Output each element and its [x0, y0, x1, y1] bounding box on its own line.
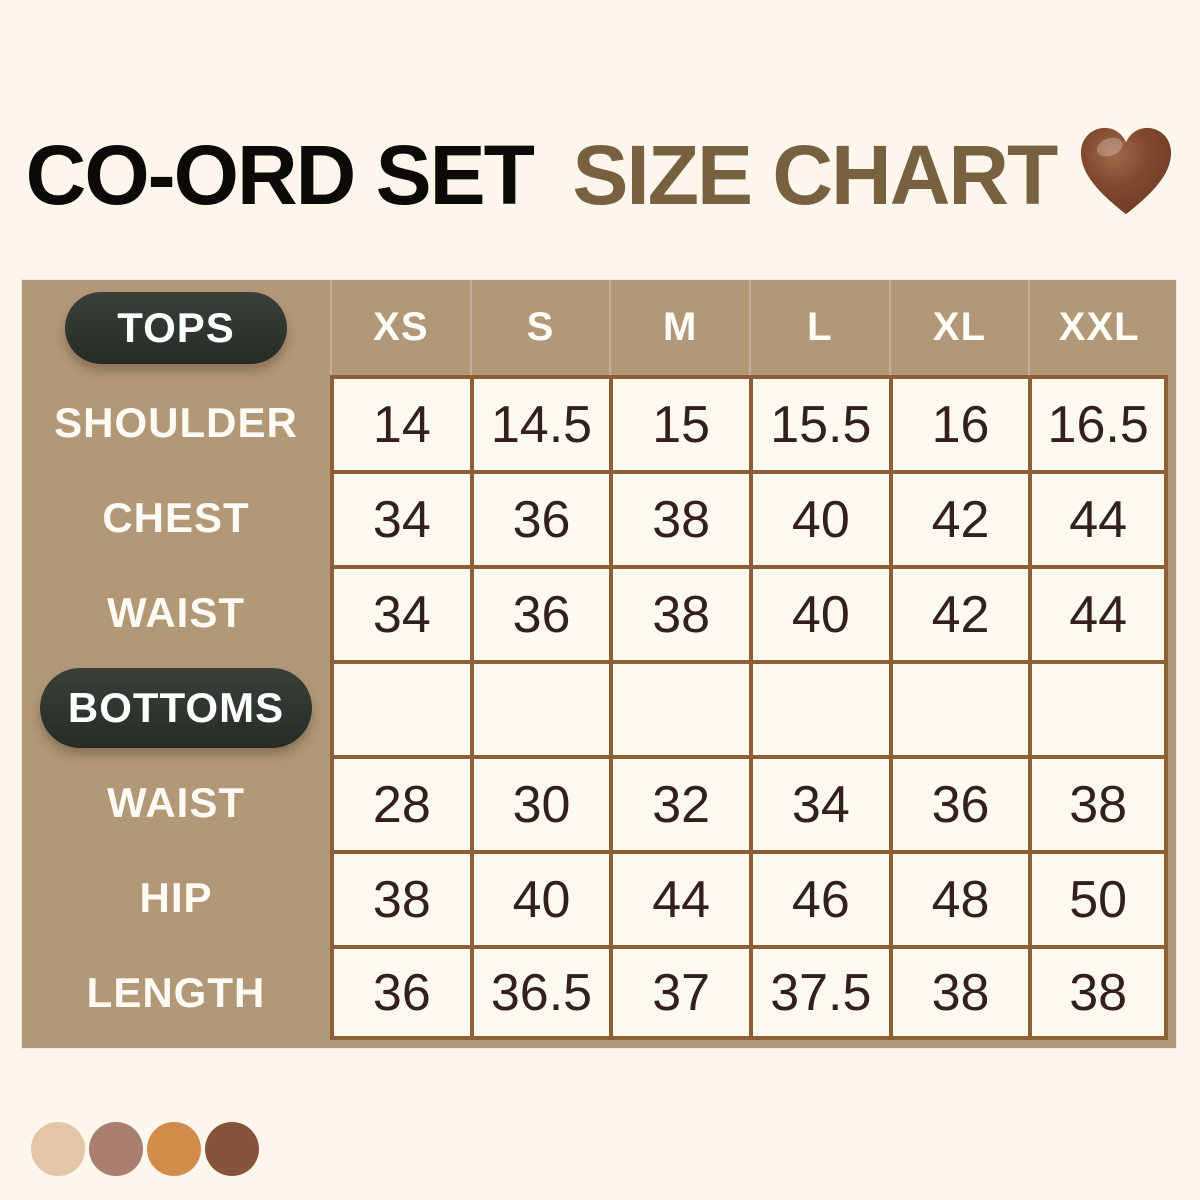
empty-cell — [330, 660, 470, 755]
size-value-cell: 36.5 — [469, 945, 610, 1040]
size-value-cell: 15.5 — [749, 375, 889, 470]
size-value-cell: 32 — [609, 755, 749, 850]
size-header-s: S — [469, 280, 610, 375]
size-value-cell: 38 — [1028, 755, 1168, 850]
size-value-cell: 44 — [1028, 565, 1168, 660]
color-swatch — [147, 1122, 201, 1176]
page-title: CO-ORD SET SIZE CHART — [0, 126, 1200, 221]
size-header-xl: XL — [888, 280, 1029, 375]
color-swatch — [205, 1122, 259, 1176]
size-value-cell: 44 — [609, 850, 749, 945]
size-value-cell: 36 — [330, 945, 470, 1040]
size-value-cell: 37 — [609, 945, 749, 1040]
size-value-cell: 50 — [1028, 850, 1168, 945]
table-row-shoulder: SHOULDER 14 14.5 15 15.5 16 16.5 — [22, 375, 1168, 470]
size-header-xs: XS — [330, 280, 470, 375]
row-label-chest: CHEST — [102, 493, 250, 541]
size-value-cell: 40 — [749, 565, 889, 660]
size-value-cell: 30 — [469, 755, 610, 850]
size-value-cell: 16 — [888, 375, 1029, 470]
color-swatch — [31, 1122, 85, 1176]
table-row-waist-bottoms: WAIST 28 30 32 34 36 38 — [22, 755, 1168, 850]
size-value-cell: 44 — [1028, 470, 1168, 565]
size-value-cell: 14.5 — [469, 375, 610, 470]
color-palette — [31, 1122, 259, 1176]
size-value-cell: 37.5 — [749, 945, 889, 1040]
size-value-cell: 28 — [330, 755, 470, 850]
tops-section-cell: TOPS — [22, 280, 330, 375]
row-label-length: LENGTH — [86, 968, 266, 1016]
size-value-cell: 38 — [330, 850, 470, 945]
size-value-cell: 40 — [469, 850, 610, 945]
size-header-xxl: XXL — [1028, 280, 1168, 375]
size-value-cell: 42 — [888, 565, 1029, 660]
table-row-chest: CHEST 34 36 38 40 42 44 — [22, 470, 1168, 565]
size-value-cell: 34 — [330, 565, 470, 660]
size-value-cell: 14 — [330, 375, 470, 470]
size-value-cell: 38 — [888, 945, 1029, 1040]
empty-cell — [469, 660, 610, 755]
empty-cell — [888, 660, 1029, 755]
bottoms-pill: BOTTOMS — [39, 667, 313, 748]
size-header-m: M — [609, 280, 749, 375]
brown-heart-icon — [1078, 126, 1174, 218]
table-row-bottoms-header: BOTTOMS — [22, 660, 1168, 755]
table-row-waist-tops: WAIST 34 36 38 40 42 44 — [22, 565, 1168, 660]
size-value-cell: 16.5 — [1028, 375, 1168, 470]
bottoms-section-cell: BOTTOMS — [22, 660, 330, 755]
size-value-cell: 48 — [888, 850, 1029, 945]
size-value-cell: 38 — [609, 470, 749, 565]
size-value-cell: 36 — [888, 755, 1029, 850]
row-label-shoulder: SHOULDER — [54, 398, 298, 446]
size-value-cell: 40 — [749, 470, 889, 565]
size-header-l: L — [749, 280, 889, 375]
size-value-cell: 34 — [330, 470, 470, 565]
row-label-hip: HIP — [139, 873, 213, 921]
table-row-hip: HIP 38 40 44 46 48 50 — [22, 850, 1168, 945]
table-row-length: LENGTH 36 36.5 37 37.5 38 38 — [22, 945, 1168, 1040]
size-value-cell: 46 — [749, 850, 889, 945]
size-value-cell: 38 — [609, 565, 749, 660]
size-value-cell: 34 — [749, 755, 889, 850]
empty-cell — [609, 660, 749, 755]
size-value-cell: 42 — [888, 470, 1029, 565]
size-chart-table: TOPS XS S M L XL XXL SHOULDER 14 14.5 15… — [22, 280, 1176, 1048]
size-value-cell: 36 — [469, 470, 610, 565]
empty-cell — [1028, 660, 1168, 755]
title-accent: SIZE CHART — [572, 128, 1058, 222]
size-value-cell: 38 — [1028, 945, 1168, 1040]
empty-cell — [749, 660, 889, 755]
row-label-waist-bottoms: WAIST — [107, 778, 245, 826]
table-header-row: TOPS XS S M L XL XXL — [22, 280, 1168, 375]
size-value-cell: 15 — [609, 375, 749, 470]
title-primary: CO-ORD SET — [25, 128, 535, 222]
tops-pill: TOPS — [65, 291, 287, 364]
size-value-cell: 36 — [469, 565, 610, 660]
color-swatch — [89, 1122, 143, 1176]
row-label-waist-tops: WAIST — [107, 588, 245, 636]
